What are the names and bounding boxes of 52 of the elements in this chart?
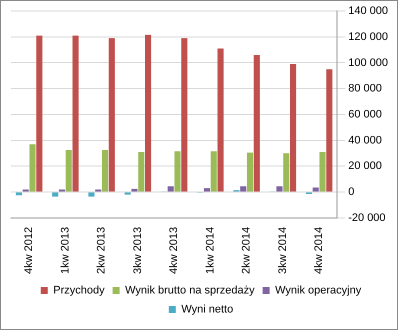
- legend-label: Wynik operacyjny: [275, 284, 362, 297]
- bar: [168, 186, 174, 192]
- bar: [240, 186, 246, 192]
- bar: [218, 48, 224, 192]
- bar: [52, 192, 58, 197]
- x-tick-label: 4kw 2012: [23, 226, 36, 274]
- bar: [95, 189, 102, 192]
- legend-label: Wyni netto: [181, 304, 234, 316]
- bar: [29, 144, 36, 192]
- y-tick-label: 20 000: [348, 160, 382, 172]
- bar: [283, 153, 290, 192]
- x-tick-label: 2kw 2013: [96, 226, 108, 274]
- bar: [246, 152, 254, 192]
- bar: [181, 38, 188, 192]
- y-tick-label: 80 000: [348, 82, 382, 95]
- bar: [138, 152, 144, 192]
- bar: [204, 188, 210, 192]
- y-tick-label: 0: [348, 186, 354, 198]
- x-tick-label: 3kw 2013: [132, 226, 144, 274]
- legend-label: Przychody: [53, 284, 106, 297]
- y-tick-label: -20 000: [348, 212, 386, 224]
- bar: [88, 192, 94, 197]
- y-tick-label: 100 000: [348, 56, 388, 69]
- y-tick-label: 140 000: [348, 5, 388, 18]
- bar: [66, 150, 72, 192]
- x-tick-label: 4kw 2014: [313, 226, 326, 274]
- bar: [319, 152, 326, 192]
- bar: [131, 188, 138, 192]
- x-tick-label: 1kw 2014: [204, 226, 216, 274]
- y-tick-label: 40 000: [348, 134, 382, 146]
- bar: [16, 192, 22, 196]
- bar: [145, 34, 152, 192]
- bar: [254, 54, 260, 192]
- x-tick-label: 3kw 2014: [276, 226, 289, 274]
- bar: [326, 69, 332, 192]
- bar: [22, 189, 29, 192]
- bar: [72, 36, 79, 192]
- bar: [276, 186, 283, 192]
- x-tick-label: 4kw 2013: [168, 226, 180, 274]
- y-tick-label: 120 000: [348, 30, 388, 43]
- legend-label: Wynik brutto na sprzedaży: [125, 284, 256, 297]
- bar: [290, 64, 296, 192]
- bar: [108, 38, 115, 192]
- bar: [36, 36, 42, 192]
- bar: [312, 188, 319, 192]
- bar: [174, 151, 181, 192]
- x-tick-label: 1kw 2013: [59, 226, 72, 274]
- bar: [58, 189, 66, 192]
- y-tick-label: 60 000: [348, 108, 382, 120]
- bar: [102, 150, 108, 192]
- bar: [210, 151, 217, 192]
- x-tick-label: 2kw 2014: [240, 226, 253, 274]
